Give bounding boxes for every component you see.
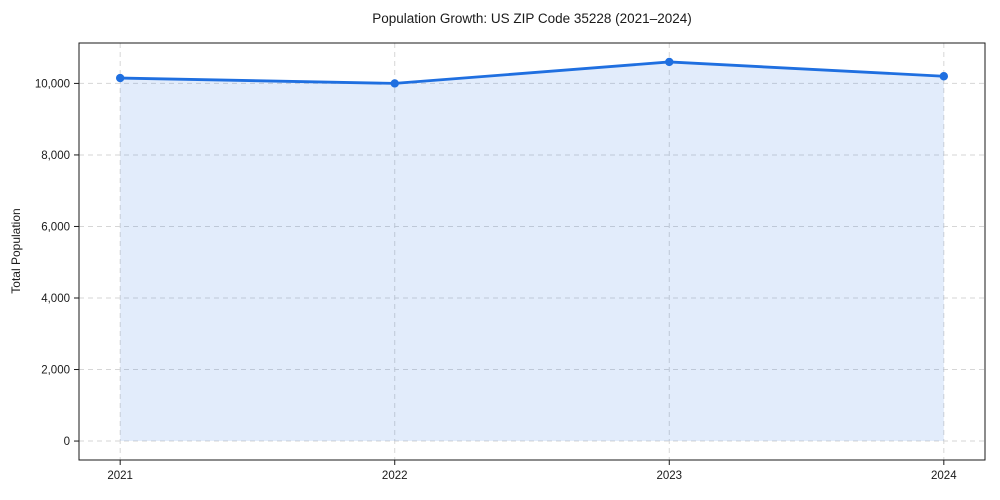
- x-tick-label: 2024: [931, 470, 957, 482]
- x-tick-label: 2021: [107, 470, 133, 482]
- y-tick-label: 4,000: [41, 293, 70, 305]
- x-tick-label: 2023: [656, 470, 682, 482]
- data-line: [118, 60, 946, 85]
- chart-title: Population Growth: US ZIP Code 35228 (20…: [372, 11, 692, 26]
- y-tick-label: 6,000: [41, 221, 70, 233]
- y-tick-label: 10,000: [35, 78, 70, 90]
- data-point: [115, 73, 125, 83]
- area-fill: [120, 61, 944, 442]
- y-tick-label: 8,000: [41, 150, 70, 162]
- x-tick-label: 2022: [382, 470, 408, 482]
- data-point: [939, 72, 949, 81]
- y-tick-label: 2,000: [41, 365, 70, 377]
- data-point: [390, 79, 399, 88]
- y-tick-label: 0: [64, 436, 70, 448]
- data-point: [665, 57, 674, 67]
- plot-border: [78, 42, 986, 461]
